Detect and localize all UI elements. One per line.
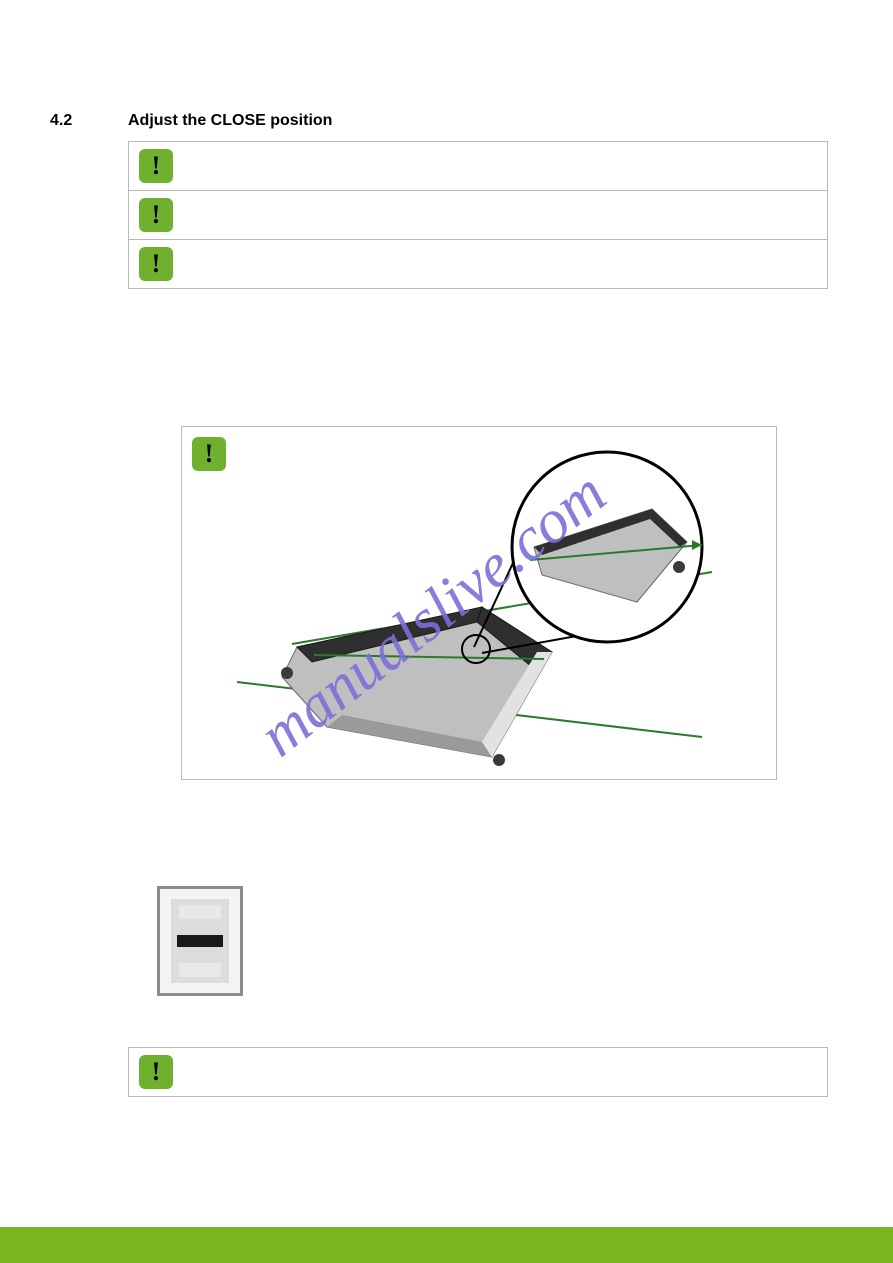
section-number: 4.2 (50, 112, 128, 130)
notice-box: ! (128, 1047, 828, 1097)
notice-box: ! (128, 141, 828, 191)
segment-off (179, 905, 221, 919)
notice-stack: ! ! ! (128, 141, 828, 289)
segment-on (177, 935, 223, 947)
alert-icon: ! (139, 1055, 173, 1089)
manual-page: 4.2 Adjust the CLOSE position ! ! ! ! (0, 0, 893, 1263)
section-heading-row: 4.2 Adjust the CLOSE position (50, 112, 332, 130)
alert-icon: ! (139, 247, 173, 281)
section-title: Adjust the CLOSE position (128, 112, 332, 130)
alert-icon: ! (139, 198, 173, 232)
figure-illustration (182, 427, 778, 781)
alert-icon: ! (139, 149, 173, 183)
segment-off (179, 963, 221, 977)
notice-box: ! (128, 239, 828, 289)
notice-box: ! (128, 190, 828, 240)
figure-frame: ! (181, 426, 777, 780)
display-inner (171, 899, 229, 983)
display-panel (157, 886, 243, 996)
footer-bar (0, 1227, 893, 1263)
